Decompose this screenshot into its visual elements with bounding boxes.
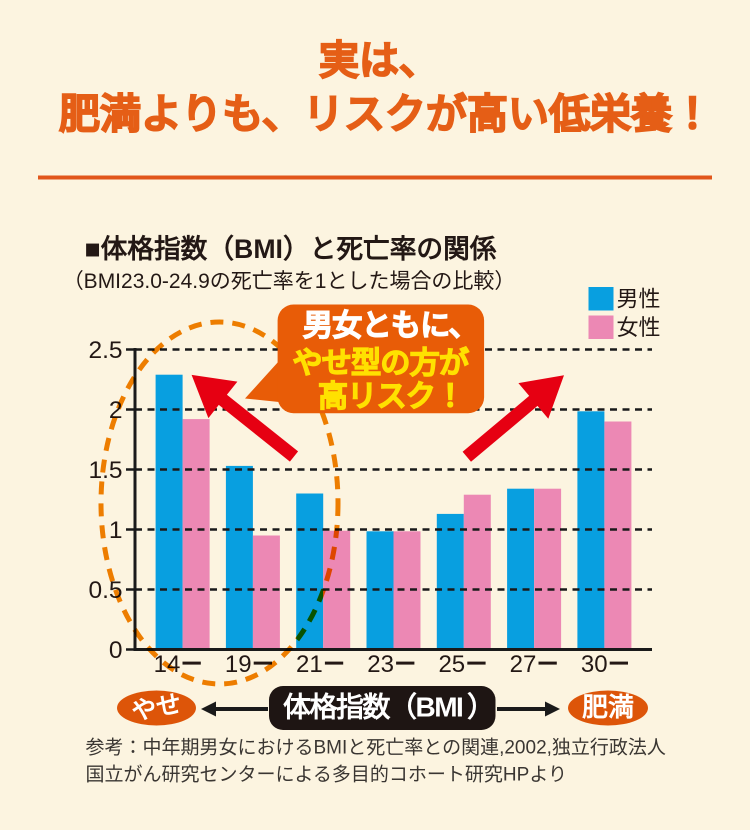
svg-text:国立がん研究センターによる多目的コホート研究HPより: 国立がん研究センターによる多目的コホート研究HPより: [86, 764, 567, 786]
svg-text:25: 25: [438, 651, 465, 678]
svg-text:肥満よりも、リスクが高い低栄養！: 肥満よりも、リスクが高い低栄養！: [59, 91, 713, 137]
svg-text:■体格指数（BMI）と死亡率の関係: ■体格指数（BMI）と死亡率の関係: [85, 234, 497, 264]
svg-text:やせ型の方が: やせ型の方が: [293, 346, 469, 380]
svg-text:27: 27: [510, 651, 537, 678]
svg-text:）: ）: [467, 691, 495, 723]
svg-text:実は、: 実は、: [319, 39, 439, 83]
svg-text:高リスク！: 高リスク！: [318, 381, 465, 414]
svg-text:肥満: 肥満: [582, 692, 634, 722]
svg-text:男性: 男性: [617, 287, 661, 312]
svg-text:1: 1: [109, 517, 123, 544]
svg-text:男女ともに、: 男女ともに、: [303, 310, 478, 343]
svg-text:23: 23: [367, 651, 394, 678]
svg-text:21: 21: [296, 651, 323, 678]
svg-text:30: 30: [581, 651, 608, 678]
svg-text:19: 19: [225, 651, 252, 678]
svg-text:2.5: 2.5: [88, 337, 122, 364]
svg-text:0: 0: [109, 637, 123, 664]
svg-text:体格指数（BMI: 体格指数（BMI: [283, 691, 462, 723]
svg-text:（BMI23.0-24.9の死亡率を1とした場合の比較）: （BMI23.0-24.9の死亡率を1とした場合の比較）: [63, 270, 516, 293]
svg-text:女性: 女性: [617, 315, 661, 340]
svg-text:参考：中年期男女におけるBMIと死亡率との関連,2002,独: 参考：中年期男女におけるBMIと死亡率との関連,2002,独立行政法人: [86, 737, 666, 759]
